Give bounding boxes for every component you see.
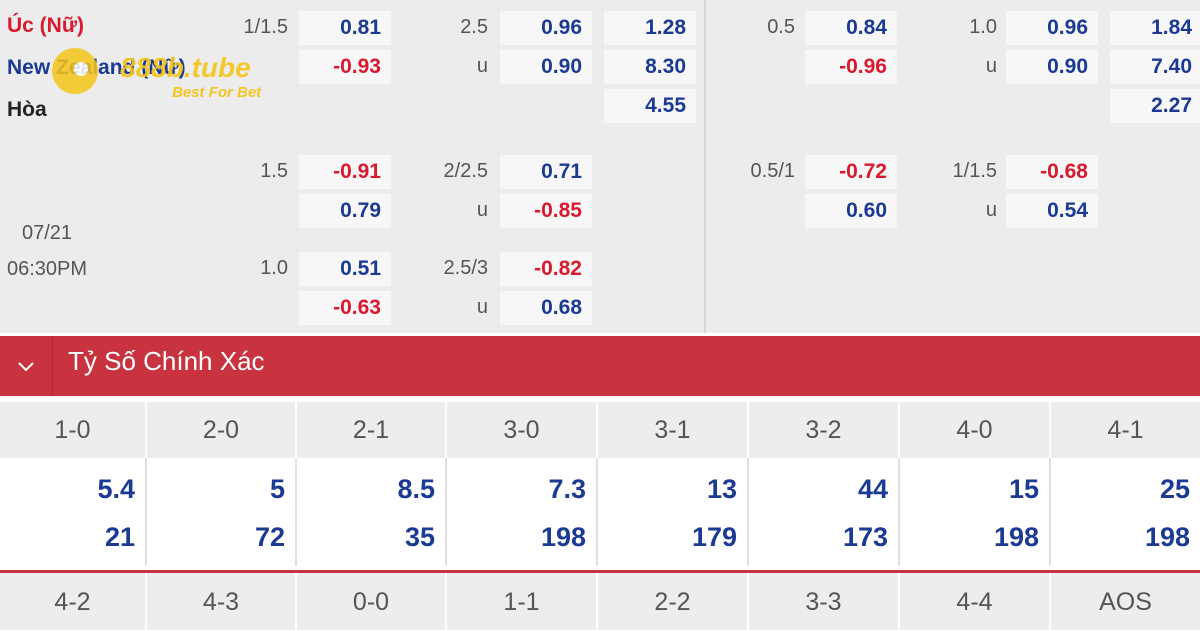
odds-value: 5.4 <box>97 474 135 504</box>
odds-value: 8.5 <box>397 474 435 504</box>
score-label: 3-1 <box>598 402 749 458</box>
odds-value: 15 <box>1008 474 1039 504</box>
over-under-line: 2/2.5 <box>443 160 488 182</box>
score-label: 1-1 <box>447 573 598 630</box>
over-under-line: 2.5 <box>460 16 488 38</box>
score-odds-cell[interactable]: 44 173 <box>749 458 900 566</box>
handicap-away-odds[interactable]: -0.63 <box>299 291 391 325</box>
correct-score-header[interactable]: Tỷ Số Chính Xác <box>0 336 1200 396</box>
score-header-row: 4-2 4-3 0-0 1-1 2-2 3-3 4-4 AOS <box>0 570 1200 630</box>
score-label: 4-2 <box>0 573 147 630</box>
odds-value: 198 <box>1144 522 1190 552</box>
odds-value: 44 <box>857 474 888 504</box>
over-under-line: 1/1.5 <box>952 160 997 182</box>
1x2-away-odds[interactable]: 8.30 <box>604 50 696 84</box>
odds-value: 5 <box>269 474 285 504</box>
handicap-away-odds[interactable]: 0.79 <box>299 194 391 228</box>
under-label: u <box>476 55 488 77</box>
over-under-line: 1.0 <box>969 16 997 38</box>
under-label: u <box>985 199 997 221</box>
logo-icon <box>52 48 98 94</box>
score-label: 3-2 <box>749 402 900 458</box>
score-label: 3-0 <box>447 402 598 458</box>
under-label: u <box>476 199 488 221</box>
handicap-home-odds[interactable]: 0.51 <box>299 252 391 286</box>
score-odds-cell[interactable]: 15 198 <box>900 458 1051 566</box>
score-header-row: 1-0 2-0 2-1 3-0 3-1 3-2 4-0 4-1 <box>0 402 1200 458</box>
under-odds[interactable]: 0.68 <box>500 291 592 325</box>
site-watermark-logo: 888b.tube Best For Bet <box>52 44 282 108</box>
score-label: AOS <box>1099 588 1152 616</box>
odds-value: 173 <box>842 522 888 552</box>
handicap-away-odds[interactable]: -0.93 <box>299 50 391 84</box>
odds-value: 198 <box>993 522 1039 552</box>
handicap-away-odds[interactable]: 0.60 <box>805 194 897 228</box>
odds-value: 198 <box>540 522 586 552</box>
under-label: u <box>985 55 997 77</box>
logo-tagline: Best For Bet <box>172 84 262 101</box>
score-odds-cell[interactable]: 5.4 21 <box>0 458 147 566</box>
handicap-line: 0.5 <box>767 16 795 38</box>
score-odds-cell[interactable]: 8.5 35 <box>297 458 447 566</box>
under-label: u <box>476 296 488 318</box>
odds-value: 13 <box>706 474 737 504</box>
score-label: 4-1 <box>1107 416 1144 444</box>
score-label: 1-0 <box>0 402 147 458</box>
over-odds[interactable]: 0.96 <box>1006 11 1098 45</box>
odds-panel: Úc (Nữ) New Zealand (Nữ) Hòa 888b.tube B… <box>0 0 1200 333</box>
1x2-home-odds[interactable]: 1.84 <box>1110 11 1200 45</box>
handicap-line: 1.0 <box>260 257 288 279</box>
odds-value: 35 <box>404 522 435 552</box>
1x2-draw-odds[interactable]: 2.27 <box>1110 89 1200 123</box>
score-odds-cell[interactable]: 5 72 <box>147 458 297 566</box>
chevron-down-icon[interactable] <box>0 336 53 396</box>
match-time: 06:30PM <box>7 258 88 280</box>
1x2-away-odds[interactable]: 7.40 <box>1110 50 1200 84</box>
score-label: 2-1 <box>297 402 447 458</box>
draw-label: Hòa <box>7 98 47 121</box>
score-odds-cell[interactable]: 25 198 <box>1051 458 1200 566</box>
odds-value: 7.3 <box>548 474 586 504</box>
over-odds[interactable]: 0.71 <box>500 155 592 189</box>
under-odds[interactable]: -0.85 <box>500 194 592 228</box>
odds-value: 179 <box>691 522 737 552</box>
logo-text: 888b.tube <box>120 52 251 83</box>
handicap-line: 1/1.5 <box>243 16 288 38</box>
score-label: 0-0 <box>297 573 447 630</box>
score-label: 4-4 <box>900 573 1051 630</box>
over-odds[interactable]: -0.82 <box>500 252 592 286</box>
score-label: 2-0 <box>147 402 297 458</box>
score-label: 2-2 <box>598 573 749 630</box>
section-title: Tỷ Số Chính Xác <box>68 346 265 376</box>
panel-divider <box>704 0 706 333</box>
match-date: 07/21 <box>22 222 73 244</box>
handicap-home-odds[interactable]: 0.81 <box>299 11 391 45</box>
over-under-line: 2.5/3 <box>443 257 488 279</box>
score-odds-cell[interactable]: 7.3 198 <box>447 458 598 566</box>
handicap-line: 1.5 <box>260 160 288 182</box>
score-odds-cell[interactable]: 13 179 <box>598 458 749 566</box>
home-team-name: Úc (Nữ) <box>7 14 85 37</box>
score-label: 3-3 <box>749 573 900 630</box>
odds-value: 25 <box>1159 474 1190 504</box>
score-label: 4-3 <box>147 573 297 630</box>
handicap-away-odds[interactable]: -0.96 <box>805 50 897 84</box>
score-label: 4-0 <box>900 402 1051 458</box>
under-odds[interactable]: 0.90 <box>500 50 592 84</box>
odds-value: 72 <box>254 522 285 552</box>
handicap-line: 0.5/1 <box>750 160 795 182</box>
odds-value: 21 <box>104 522 135 552</box>
under-odds[interactable]: 0.54 <box>1006 194 1098 228</box>
over-odds[interactable]: -0.68 <box>1006 155 1098 189</box>
handicap-home-odds[interactable]: -0.72 <box>805 155 897 189</box>
1x2-draw-odds[interactable]: 4.55 <box>604 89 696 123</box>
1x2-home-odds[interactable]: 1.28 <box>604 11 696 45</box>
handicap-home-odds[interactable]: -0.91 <box>299 155 391 189</box>
over-odds[interactable]: 0.96 <box>500 11 592 45</box>
under-odds[interactable]: 0.90 <box>1006 50 1098 84</box>
handicap-home-odds[interactable]: 0.84 <box>805 11 897 45</box>
